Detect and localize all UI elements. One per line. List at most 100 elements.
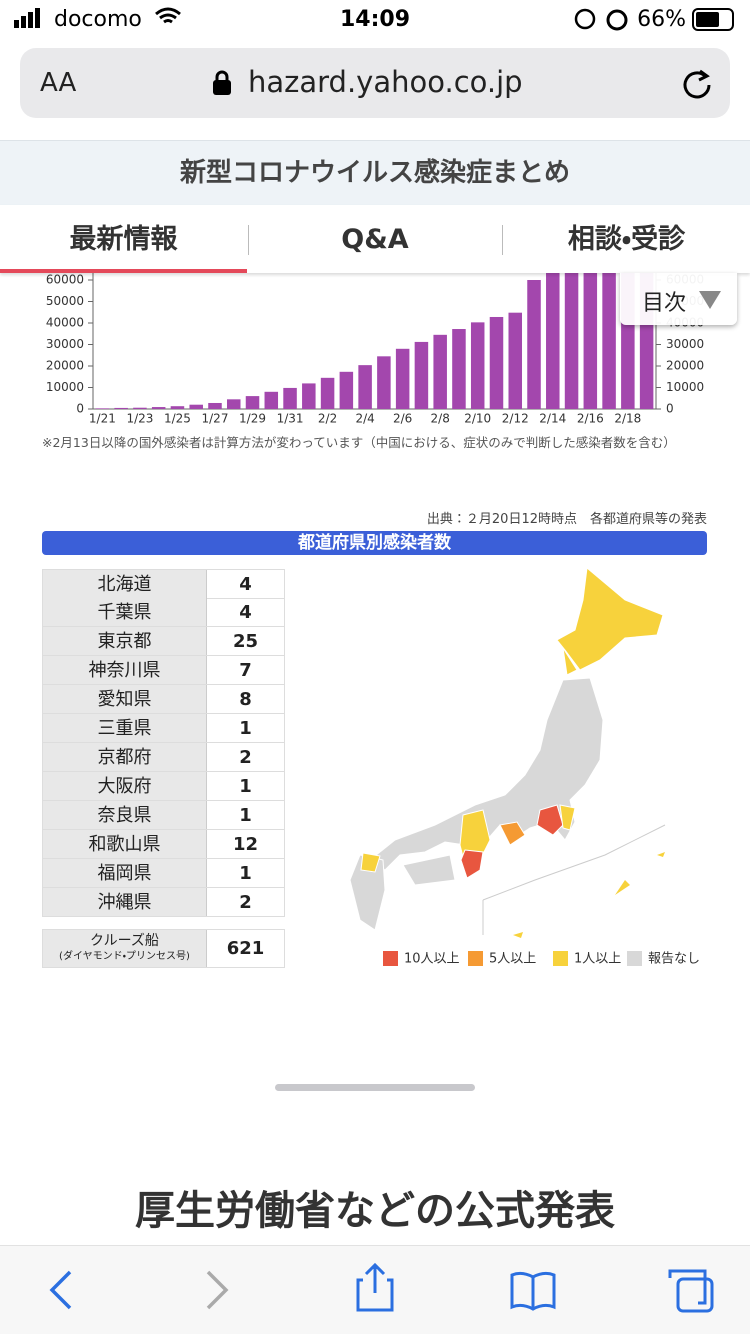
bookmarks-button[interactable]: [510, 1271, 556, 1311]
x-tick-label: 2/2: [318, 412, 337, 426]
lock-rotation-icon: [574, 8, 596, 30]
text-size-button[interactable]: AA: [40, 68, 77, 98]
bar: [452, 329, 466, 409]
y-tick-label: 60000: [46, 273, 84, 287]
bar: [470, 322, 485, 409]
tab[interactable]: 最新情報: [69, 224, 178, 255]
x-tick-label: 1/27: [202, 412, 229, 426]
prefecture: 福岡県: [43, 859, 207, 887]
site-header: 新型コロナウイルス感染症まとめ: [0, 140, 750, 206]
bar: [583, 261, 598, 409]
legend-label: 10人以上: [404, 952, 460, 967]
region-fukuoka: [360, 852, 381, 873]
status-bar: docomo 14:09 66%: [14, 7, 734, 32]
legend-swatch: [627, 951, 642, 966]
prefecture: 沖縄県: [43, 888, 207, 916]
table-row: 愛知県 8: [42, 685, 285, 714]
region-kyushu: [349, 854, 386, 931]
cruise-sublabel: (ダイヤモンド・プリンセス号): [59, 951, 190, 962]
table-row: 神奈川県 7: [42, 656, 285, 685]
bar: [602, 257, 616, 409]
region-chiba: [559, 804, 576, 831]
case-count: 1: [239, 718, 252, 739]
bar: [358, 365, 372, 409]
prefecture: 千葉県: [43, 598, 207, 626]
table-row: 沖縄県 2: [42, 888, 285, 917]
table-row: 和歌山県 12: [42, 830, 285, 859]
bar: [395, 348, 410, 409]
bar-chart: 0 10000 20000 30000 40000 50000 60000 0 10000 200…: [46, 248, 704, 426]
map-legend: 10人以上 5人以上 1人以上 報告なし: [383, 951, 700, 967]
tabs-button[interactable]: [668, 1269, 707, 1305]
active-tab-indicator: [0, 269, 247, 273]
y2-tick-label: 10000: [666, 380, 704, 394]
share-button[interactable]: [356, 1262, 394, 1312]
bar: [208, 402, 222, 409]
case-count: 25: [232, 631, 259, 652]
x-tick-label: 2/8: [431, 412, 450, 426]
region-aichi: [499, 821, 526, 846]
battery-level: 66%: [637, 7, 686, 32]
bar: [433, 334, 447, 409]
prefecture: 愛知県: [43, 685, 207, 713]
table-row: 東京都 25: [42, 627, 285, 656]
tabs-button-front[interactable]: [676, 1277, 714, 1313]
back-button[interactable]: [49, 1270, 72, 1310]
reload-button[interactable]: [680, 68, 714, 102]
prefecture: 奈良県: [43, 801, 207, 829]
y2-tick-label: 0: [666, 402, 674, 416]
x-tick-label: 1/25: [164, 412, 191, 426]
toc-label: 目次: [642, 291, 687, 316]
table-row: 三重県 1: [42, 714, 285, 743]
y-tick-label: 20000: [46, 359, 84, 373]
bar: [226, 399, 241, 409]
bar: [95, 408, 110, 409]
url[interactable]: hazard.yahoo.co.jp: [248, 65, 523, 99]
divider: [502, 225, 503, 255]
cruise-label: クルーズ船: [90, 933, 159, 949]
legend-swatch: [383, 951, 398, 966]
table-row: 北海道 4: [42, 569, 285, 599]
bar: [564, 266, 579, 409]
bar: [189, 404, 203, 409]
japan-map: [349, 567, 666, 938]
x-tick-label: 1/21: [89, 412, 116, 426]
y-tick-label: 30000: [46, 337, 84, 351]
legend-swatch: [468, 951, 483, 966]
tab[interactable]: Q&A: [341, 224, 409, 255]
region-hokkaido-tip: [562, 647, 578, 676]
prefecture: 三重県: [43, 714, 207, 742]
bar: [414, 341, 429, 409]
table-row: 大阪府 1: [42, 772, 285, 801]
signal-icon: [14, 8, 40, 28]
bar: [151, 407, 166, 409]
cruise-label-cell: クルーズ船 (ダイヤモンド・プリンセス号): [43, 930, 207, 967]
case-count: 12: [232, 834, 259, 855]
divider: [248, 225, 249, 255]
cruise-row: クルーズ船 (ダイヤモンド・プリンセス号) 621: [42, 929, 285, 968]
prefecture: 京都府: [43, 743, 207, 771]
x-tick-label: 1/29: [239, 412, 266, 426]
bar: [133, 407, 147, 409]
y2-tick-label: 30000: [666, 337, 704, 351]
region-hokkaido: [556, 567, 664, 671]
bar: [170, 406, 185, 409]
carrier: docomo: [54, 7, 142, 32]
browser-toolbar: [0, 1245, 750, 1334]
forward-button[interactable]: [206, 1270, 229, 1310]
case-count: 4: [239, 602, 252, 623]
section-heading: 厚生労働省などの公式発表: [135, 1188, 615, 1234]
case-count: 4: [239, 574, 252, 595]
bar: [546, 271, 560, 409]
toc-button[interactable]: 目次: [620, 273, 737, 325]
clock: 14:09: [340, 7, 410, 32]
x-tick-label: 1/31: [277, 412, 304, 426]
x-tick-label: 2/12: [502, 412, 529, 426]
y-tick-label: 40000: [46, 316, 84, 330]
browser-chrome: docomo 14:09 66% AA hazard.yahoo.co.jp: [0, 0, 750, 140]
tab[interactable]: 相談・受診: [567, 224, 686, 255]
tab-bar: 最新情報 Q&A 相談・受診: [0, 205, 750, 273]
url-bar[interactable]: AA hazard.yahoo.co.jp: [20, 48, 730, 118]
lock-icon: [213, 70, 231, 95]
cruise-count: 621: [226, 938, 265, 959]
